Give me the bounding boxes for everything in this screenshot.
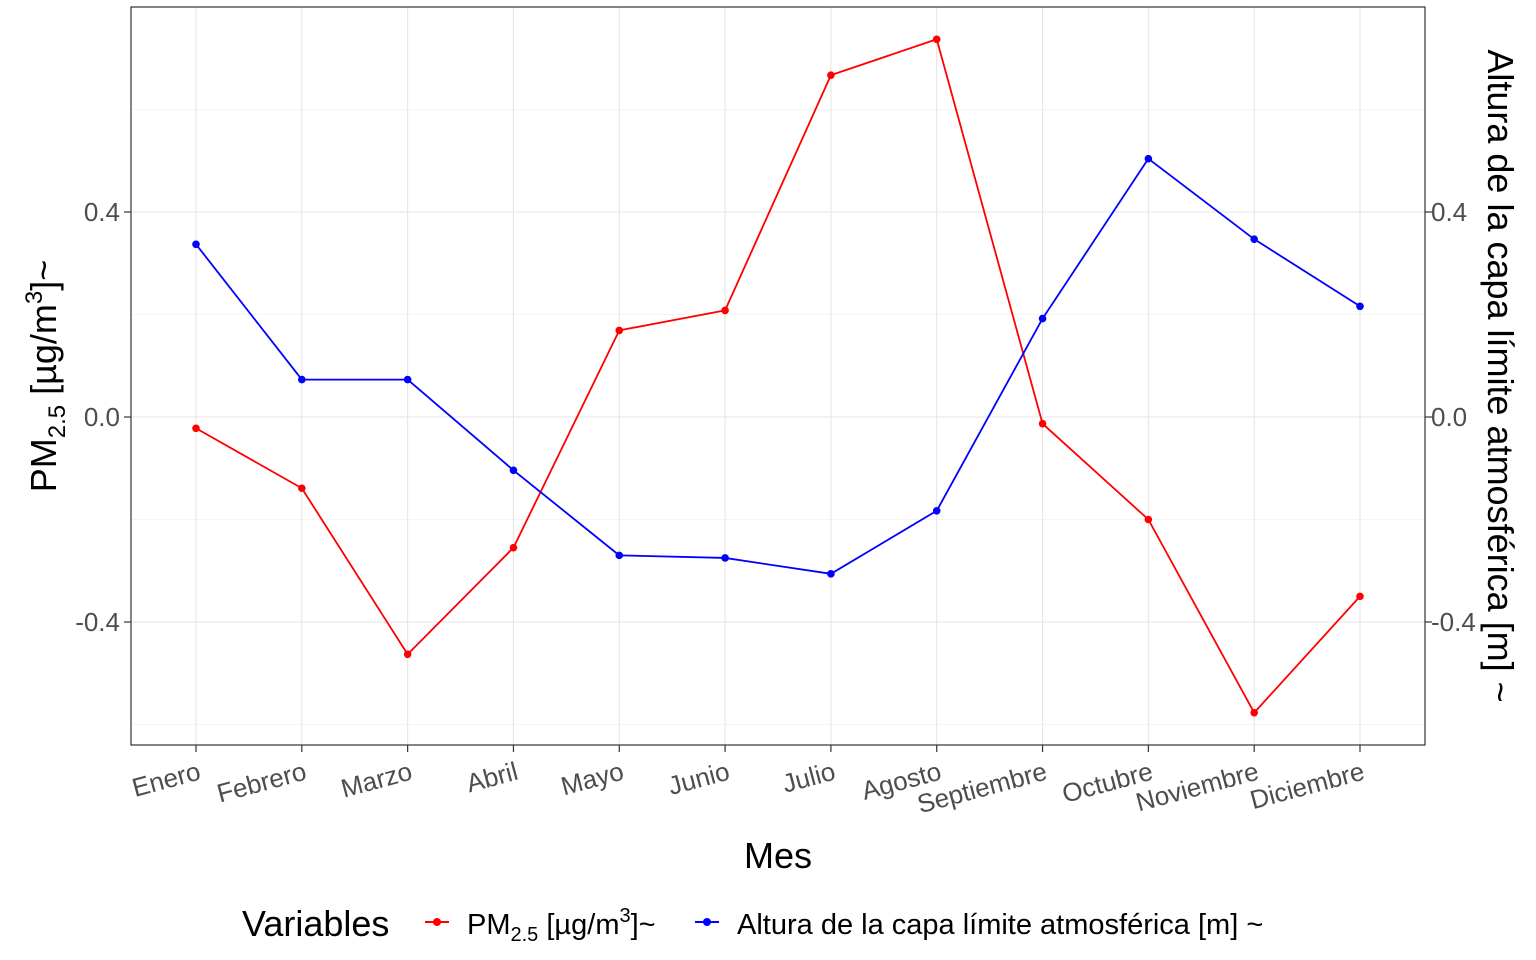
data-point: [1144, 515, 1153, 524]
x-axis-title: Mes: [744, 835, 812, 876]
y-axis-title-sup: 3: [21, 291, 48, 304]
legend-label-pm25-mid: [µg/m: [538, 909, 619, 941]
y2-tick-label: 0.0: [1431, 402, 1467, 432]
data-point: [1038, 419, 1047, 428]
legend-label-pm25: PM2.5 [µg/m3]~: [467, 905, 656, 946]
series-layer: [192, 35, 1364, 717]
x-tick-label: Diciembre: [1247, 756, 1368, 815]
data-point: [192, 424, 200, 433]
data-point: [615, 326, 624, 335]
legend-label-pm25-sub: 2.5: [511, 924, 539, 946]
data-point: [403, 375, 412, 384]
x-tick-label: Julio: [779, 756, 838, 799]
legend-item-altura: Altura de la capa límite atmosférica [m]…: [695, 909, 1263, 941]
y-tick-label: -0.4: [75, 607, 120, 637]
y-axis-title-sub: 2.5: [44, 405, 71, 438]
y-axis-title-base: PM: [23, 438, 64, 492]
y-axis-title-mid: [µg/m: [23, 304, 64, 405]
legend-key-dot-altura: [703, 918, 711, 926]
x-tick-label: Mayo: [558, 756, 627, 801]
data-point: [1038, 314, 1047, 323]
y2-tick-label: 0.4: [1431, 197, 1467, 227]
data-point: [827, 71, 835, 79]
data-point: [192, 240, 200, 249]
y-tick-label: 0.0: [84, 402, 120, 432]
legend-title: Variables: [242, 903, 389, 944]
legend-label-pm25-end: ]~: [631, 909, 656, 941]
grid: [131, 6, 1425, 745]
data-point: [509, 543, 518, 552]
x-tick-label: Enero: [129, 756, 204, 803]
y-tick-label: 0.4: [84, 197, 120, 227]
legend: Variables PM2.5 [µg/m3]~ Altura de la ca…: [242, 903, 1263, 946]
data-point: [1356, 592, 1364, 601]
x-tick-label: Junio: [665, 756, 733, 801]
data-point: [298, 484, 306, 493]
data-point: [932, 506, 941, 515]
data-point: [298, 375, 306, 384]
panel-border: [130, 6, 1426, 746]
y-axis-title-end: ]~: [23, 260, 64, 291]
legend-label-pm25-base: PM: [467, 909, 511, 941]
legend-item-pm25: PM2.5 [µg/m3]~: [425, 905, 656, 946]
legend-label-pm25-sup: 3: [619, 905, 630, 927]
legend-label-altura: Altura de la capa límite atmosférica [m]…: [737, 909, 1263, 941]
data-point: [721, 554, 729, 562]
y-tick-labels: -0.4 0.0 0.4: [75, 197, 120, 637]
x-tick-label: Noviembre: [1133, 756, 1262, 818]
data-point: [1356, 302, 1364, 311]
data-point: [932, 35, 941, 44]
data-point: [1250, 235, 1258, 243]
series-1: [192, 154, 1364, 578]
data-point: [403, 650, 412, 659]
series-line-1: [195, 157, 1361, 575]
legend-key-dot-pm25: [433, 918, 441, 926]
data-point: [721, 306, 729, 315]
y2-tick-labels: -0.4 0.0 0.4: [1431, 197, 1476, 637]
x-tick-label: Abril: [463, 756, 521, 798]
data-point: [1250, 708, 1258, 717]
series-0: [192, 35, 1364, 717]
series-line-0: [195, 38, 1361, 714]
y2-tick-label: -0.4: [1431, 607, 1476, 637]
x-tick-labels: Enero Febrero Marzo Abril Mayo Junio Julio Agos…: [129, 756, 1368, 819]
y2-axis-title: Altura de la capa límite atmosférica [m]…: [1480, 49, 1521, 702]
ticks-layer: [124, 211, 1432, 752]
data-point: [827, 570, 835, 578]
data-point: [1144, 154, 1153, 163]
x-tick-label: Marzo: [338, 756, 416, 804]
data-point: [509, 466, 518, 475]
data-point: [615, 551, 624, 560]
y-axis-title: PM2.5 [µg/m3]~: [21, 260, 71, 493]
x-tick-label: Febrero: [214, 756, 310, 809]
